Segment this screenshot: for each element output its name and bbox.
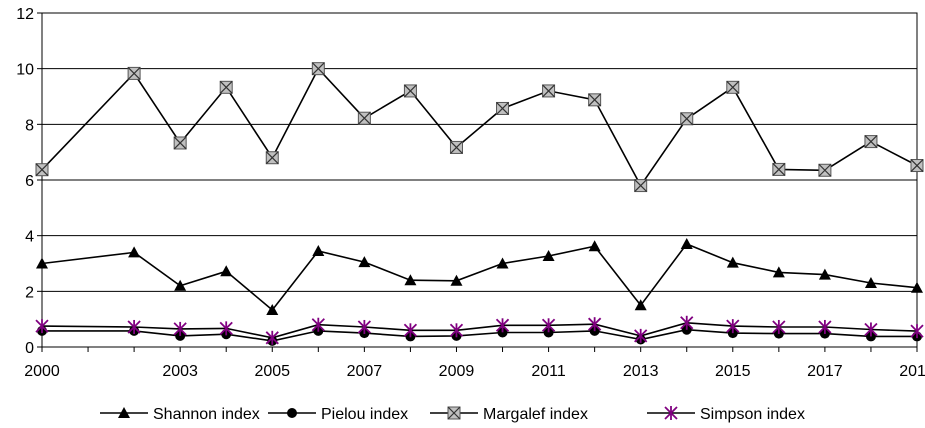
data-point-simpson-index [265,330,279,345]
data-point-simpson-index [634,328,648,343]
data-point-margalef-index [357,111,371,125]
data-point-simpson-index [127,319,141,334]
x-tick-label: 2007 [347,363,383,380]
x-tick-label: 2011 [531,363,566,380]
data-point-shannon-index [911,281,923,293]
data-point-shannon-index [680,238,693,250]
data-point-simpson-index [173,321,187,336]
x-tick-label: 2003 [162,363,198,380]
data-point-simpson-index [357,319,372,334]
data-point-shannon-index [634,299,647,311]
data-point-margalef-index [542,84,556,98]
data-point-margalef-index [219,80,233,94]
data-point-margalef-index [818,163,832,177]
x-tick-label: 2017 [807,363,843,380]
legend-label: Shannon index [153,406,260,423]
data-point-margalef-index [127,66,141,80]
series-layer [35,62,924,346]
data-point-simpson-index [772,319,786,334]
data-point-simpson-index [818,319,832,334]
data-point-simpson-index [910,324,924,339]
legend-marker-margalef-index [447,406,461,420]
legend-marker-simpson-index [664,406,678,420]
y-tick-label: 2 [25,284,34,301]
series-line-margalef-index [41,67,918,188]
x-tick-label: 2019 [899,363,925,380]
y-tick-label: 8 [25,117,34,134]
axes: 0 2 4 6 8 10 12 2000 2003 2005 2007 2009 2011 2013 201… [16,6,925,380]
data-point-simpson-index [541,318,556,333]
series-line-shannon-index [41,243,918,312]
y-tick-label: 6 [25,173,34,190]
data-point-shannon-index [450,274,463,286]
data-point-margalef-index [265,151,279,165]
data-point-shannon-index [128,246,141,258]
data-point-shannon-index [358,256,371,268]
x-tick-label: 2009 [439,363,475,380]
data-point-simpson-index [726,319,740,334]
data-point-shannon-index [588,240,601,252]
x-tick-label: 2000 [24,363,60,380]
data-point-shannon-index [174,279,187,291]
legend-marker-shannon-index [118,407,130,418]
legend-label: Margalef index [483,406,588,423]
data-point-margalef-index [588,93,602,107]
data-point-margalef-index [680,112,694,126]
data-point-simpson-index [864,322,878,337]
data-point-margalef-index [910,159,924,173]
data-point-shannon-index [404,274,417,286]
data-point-margalef-index [496,101,510,115]
data-point-shannon-index [772,266,785,278]
y-tick-label: 0 [25,340,34,357]
data-point-margalef-index [35,163,49,177]
data-point-margalef-index [173,136,187,150]
legend-item-shannon-index: Shannon index [100,406,260,423]
legend: Shannon index Pielou index Margalef index S… [100,406,805,423]
data-point-shannon-index [266,303,279,315]
legend-item-margalef-index: Margalef index [430,406,588,423]
legend-label: Simpson index [700,406,805,423]
legend-marker-pielou-index [287,408,297,418]
data-point-simpson-index [219,321,233,336]
data-point-pielou-index [497,327,508,338]
series-shannon-index [36,238,923,315]
data-point-shannon-index [818,268,831,280]
data-point-margalef-index [864,135,878,149]
data-point-shannon-index [542,249,555,261]
x-tick-label: 2015 [715,363,751,380]
data-point-margalef-index [634,179,648,193]
series-line-pielou-index [42,328,917,342]
data-point-shannon-index [312,244,325,256]
data-point-pielou-index [543,327,554,338]
data-point-shannon-index [36,257,48,269]
series-simpson-index [35,315,924,345]
legend-label: Pielou index [321,406,408,423]
data-point-simpson-index [587,317,602,332]
y-tick-label: 12 [16,6,34,23]
data-point-shannon-index [220,265,233,277]
data-point-margalef-index [403,84,417,98]
y-tick-label: 10 [16,62,34,79]
data-point-margalef-index [311,62,325,76]
data-point-margalef-index [726,80,740,94]
series-margalef-index [35,62,924,193]
data-point-shannon-index [864,276,877,288]
data-point-shannon-index [496,257,509,269]
data-point-simpson-index [35,319,49,334]
data-point-margalef-index [772,162,786,176]
y-tick-label: 4 [25,229,34,246]
data-point-shannon-index [726,256,739,268]
data-point-simpson-index [311,317,325,332]
data-point-margalef-index [449,140,463,154]
data-point-simpson-index [495,318,510,333]
legend-item-simpson-index: Simpson index [647,406,805,423]
gridlines [42,68,917,292]
data-point-simpson-index [449,323,464,338]
x-tick-label: 2013 [623,363,659,380]
data-point-simpson-index [680,315,694,330]
x-tick-label: 2005 [254,363,290,380]
data-point-simpson-index [403,323,418,338]
legend-item-pielou-index: Pielou index [268,406,408,423]
